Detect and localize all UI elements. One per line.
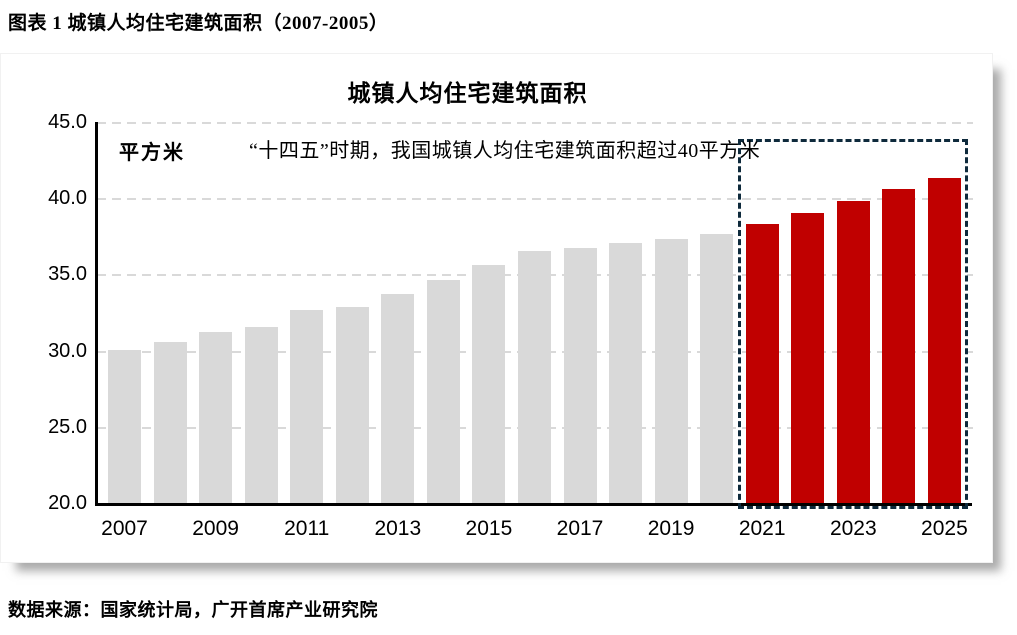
bar-2009 (199, 331, 233, 504)
bar-2025 (927, 177, 961, 504)
x-tick-2023: 2023 (829, 517, 877, 540)
y-axis-unit-label: 平方米 (119, 142, 185, 164)
x-tick-2021: 2021 (738, 517, 786, 540)
x-tick-2019: 2019 (647, 517, 695, 540)
x-axis-line (95, 503, 972, 506)
y-tick-20.0: 20.0 (48, 492, 87, 514)
bar-2022 (791, 212, 825, 504)
gridline-40.0 (97, 198, 973, 201)
bar-2014 (426, 279, 460, 504)
x-tick-2011: 2011 (284, 517, 330, 540)
bar-2013 (381, 293, 415, 504)
bar-2015 (472, 264, 506, 504)
bar-2020 (700, 234, 734, 504)
bar-2017 (563, 247, 597, 504)
bar-2016 (517, 251, 551, 504)
y-tick-35.0: 35.0 (48, 263, 87, 286)
chart-title: 城镇人均住宅建筑面积 (347, 81, 588, 106)
figure-caption: 图表 1 城镇人均住宅建筑面积（2007-2005） (8, 13, 389, 34)
chart-figure-card: 城镇人均住宅建筑面积 平方米 “十四五”时期，我国城镇人均住宅建筑面积超过40平… (0, 53, 993, 563)
x-tick-2007: 2007 (101, 517, 148, 540)
highlight-dashed-box (738, 139, 968, 509)
y-axis-line (95, 122, 98, 505)
y-tick-45.0: 45.0 (48, 111, 87, 133)
y-tick-40.0: 40.0 (48, 187, 87, 210)
x-tick-2015: 2015 (465, 517, 513, 540)
chart-plot-area: 城镇人均住宅建筑面积 平方米 “十四五”时期，我国城镇人均住宅建筑面积超过40平… (1, 54, 992, 562)
y-tick-25.0: 25.0 (48, 415, 87, 438)
bar-2021 (745, 223, 779, 504)
bar-2010 (244, 327, 278, 504)
y-tick-30.0: 30.0 (48, 339, 87, 362)
x-tick-2017: 2017 (556, 517, 604, 540)
x-tick-2009: 2009 (192, 517, 239, 540)
bar-2008 (153, 342, 187, 504)
x-tick-2013: 2013 (374, 517, 422, 540)
chart-annotation: “十四五”时期，我国城镇人均住宅建筑面积超过40平方米 (249, 140, 761, 162)
bar-2011 (290, 310, 324, 504)
bar-2023 (836, 200, 870, 504)
bar-2012 (335, 307, 369, 504)
bar-2024 (882, 188, 916, 504)
gridline-45.0 (97, 122, 973, 124)
data-source-caption: 数据来源：国家统计局，广开首席产业研究院 (8, 600, 378, 620)
x-tick-2025: 2025 (921, 517, 968, 540)
bar-2019 (654, 238, 688, 504)
bar-2007 (108, 350, 141, 504)
bar-2018 (609, 243, 643, 504)
